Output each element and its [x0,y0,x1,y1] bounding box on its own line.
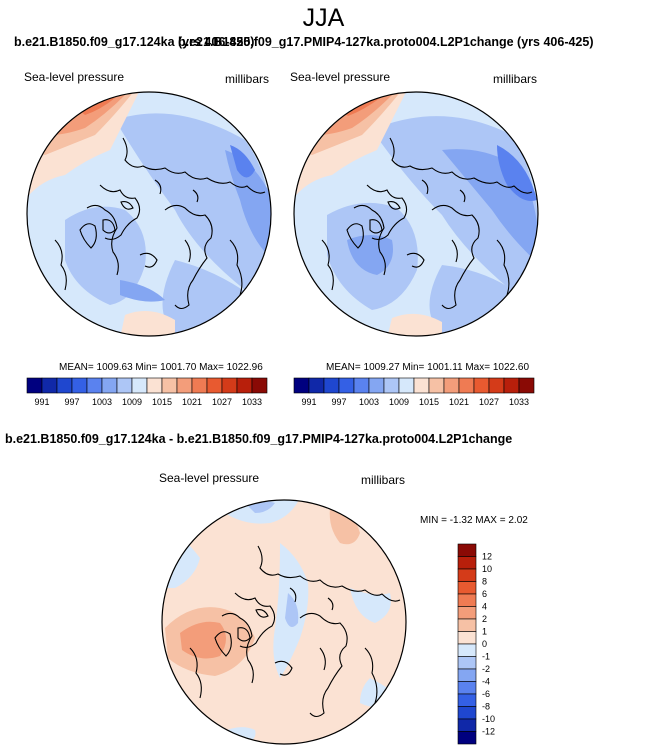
panel3-colorbar-swatch [457,568,477,582]
panel1-colorbar-swatch [221,377,238,394]
panel1-colorbar-tick-label: 1033 [242,397,262,407]
panel2-colorbar-swatch [308,377,325,394]
panel2-units-label: millibars [493,72,538,86]
panel2-colorbar-tick-label: 1027 [479,397,499,407]
panel1-colorbar-swatch [101,377,118,394]
panel1-colorbar-swatch [191,377,208,394]
panel1-colorbar-tick-label: 1015 [152,397,172,407]
panel2-stats: MEAN= 1009.27 Min= 1001.11 Max= 1022.60 [326,362,530,373]
panel1-colorbar-tick-label: 1009 [122,397,142,407]
panel2-colorbar-tick-label: 997 [331,397,346,407]
panel3-colorbar-tick-label: -6 [482,689,490,699]
panel3-colorbar-swatch [457,543,477,557]
panel2-colorbar-tick-label: 1033 [509,397,529,407]
panel3-colorbar-swatch [457,681,477,695]
panel3-colorbar-tick-label: 6 [482,589,487,599]
panel2-colorbar-tick-label: 1015 [419,397,439,407]
panel2-colorbar-tick-label: 1021 [449,397,469,407]
panel3-colorbar-swatch [457,656,477,670]
panel1-colorbar-tick-label: 1027 [212,397,232,407]
panel1-colorbar-tick-label: 1021 [182,397,202,407]
panel1-colorbar-swatch [146,377,163,394]
panel1-field-label: Sea-level pressure [24,70,125,84]
panel3-colorbar-tick-label: 10 [482,564,492,574]
panel2-colorbar-swatch [488,377,505,394]
panel1-stats: MEAN= 1009.63 Min= 1001.70 Max= 1022.96 [59,362,263,373]
panel1-colorbar: 991 997 1003 1009 1015 1021 1027 1033 [26,377,268,407]
panel3-colorbar-tick-label: 2 [482,614,487,624]
panel2-colorbar-tick-label: 1003 [359,397,379,407]
panel3-colorbar-tick-label: -10 [482,714,495,724]
panel1-units-label: millibars [225,72,270,86]
panel2-colorbar-swatch [323,377,340,394]
panel3-field-label: Sea-level pressure [159,471,260,485]
panel1-colorbar-swatch [251,377,268,394]
panel1-colorbar-tick-label: 1003 [92,397,112,407]
panel3-colorbar-swatch [457,581,477,595]
panel3-stats: MIN = -1.32 MAX = 2.02 [420,515,528,526]
panel2-colorbar-swatch [428,377,445,394]
panel1-colorbar-swatch [176,377,193,394]
panel1-colorbar-tick-label: 991 [34,397,49,407]
panel3-colorbar-swatch [457,643,477,657]
panel3-colorbar-swatch [457,606,477,620]
panel2-colorbar-swatch [383,377,400,394]
panel3-units-label: millibars [361,473,406,487]
panel1-colorbar-swatch [206,377,223,394]
panel3-colorbar-swatch [457,718,477,732]
top-right-title: b.e21.B1850.f09_g17.PMIP4-127ka.proto004… [178,35,594,49]
panel2-field-label: Sea-level pressure [290,70,391,84]
panel2-colorbar-swatch [473,377,490,394]
panel1-colorbar-swatch [161,377,178,394]
panel2-colorbar-swatch [518,377,535,394]
panel2-colorbar-swatch [338,377,355,394]
panel2-colorbar-tick-label: 991 [301,397,316,407]
panel3-colorbar-swatch [457,706,477,720]
panel3-colorbar-tick-label: -2 [482,664,490,674]
panel3-colorbar-swatch [457,556,477,570]
panel1-map [26,91,272,337]
panel2-colorbar-swatch [368,377,385,394]
panel2-colorbar-swatch [503,377,520,394]
panel3-colorbar-swatch [457,668,477,682]
panel1-colorbar-tick-label: 997 [64,397,79,407]
panel3-colorbar-tick-label: -12 [482,727,495,737]
panel3-colorbar-tick-label: -1 [482,652,490,662]
panel3-colorbar-swatch [457,731,477,745]
panel3-colorbar-tick-label: 0 [482,639,487,649]
panel2-colorbar-swatch [443,377,460,394]
panel2-colorbar-swatch [413,377,430,394]
panel3-colorbar-tick-label: 8 [482,577,487,587]
panel1-colorbar-swatch [116,377,133,394]
panel2-colorbar-swatch [458,377,475,394]
panel2-colorbar-swatch [293,377,310,394]
panel3-colorbar-tick-label: 12 [482,552,492,562]
panel2-colorbar-swatch [398,377,415,394]
panel1-colorbar-swatch [86,377,103,394]
panel3-colorbar-tick-label: -4 [482,677,490,687]
panel3-colorbar-swatch [457,593,477,607]
panel1-colorbar-swatch [41,377,58,394]
top-left-title: b.e21.B1850.f09_g17.124ka (yrs 406-425) [14,35,255,49]
panel1-colorbar-swatch [131,377,148,394]
panel3-colorbar-swatch [457,693,477,707]
panel2-colorbar-tick-label: 1009 [389,397,409,407]
panel3-map [161,499,407,745]
panel1-colorbar-swatch [56,377,73,394]
panel3-colorbar-tick-label: -8 [482,702,490,712]
panel2-colorbar: 991 997 1003 1009 1015 1021 1027 1033 [293,377,535,407]
panel2-colorbar-swatch [353,377,370,394]
page-title: JJA [302,4,345,32]
panel3-colorbar-tick-label: 4 [482,602,487,612]
panel3-colorbar-swatch [457,618,477,632]
panel1-colorbar-swatch [236,377,253,394]
panel2-map [293,91,539,337]
panel1-colorbar-swatch [71,377,88,394]
panel3-colorbar-swatch [457,631,477,645]
bottom-title: b.e21.B1850.f09_g17.124ka - b.e21.B1850.… [5,432,513,446]
panel1-colorbar-swatch [26,377,43,394]
panel3-colorbar-tick-label: 1 [482,627,487,637]
